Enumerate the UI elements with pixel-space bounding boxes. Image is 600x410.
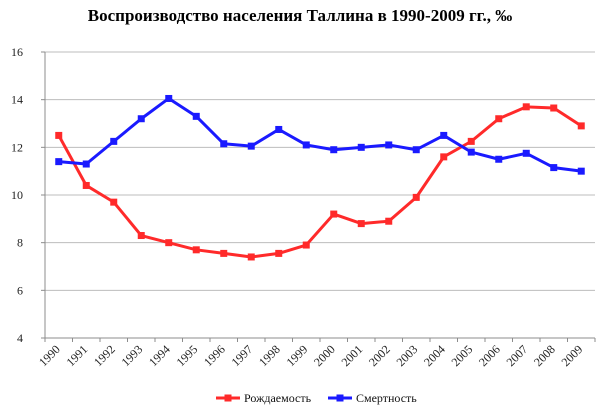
x-tick-label: 1991 — [64, 342, 91, 369]
legend-label: Смертность — [356, 391, 417, 405]
data-point — [137, 232, 145, 240]
data-point — [357, 143, 365, 151]
y-tick-label: 10 — [11, 188, 23, 202]
x-tick-label: 2005 — [449, 342, 476, 369]
y-tick-label: 6 — [17, 283, 23, 297]
series-line — [58, 96, 582, 173]
data-point — [385, 217, 393, 225]
data-point — [247, 253, 255, 261]
data-point — [357, 220, 365, 228]
x-tick-labels: 1990 1991 1992 1993 1994 1995 1996 1997 1998 1999… — [36, 342, 585, 369]
series-line — [57, 105, 583, 259]
data-point — [577, 167, 585, 175]
x-tick-label: 2001 — [339, 342, 366, 369]
x-tick-label: 1997 — [229, 342, 256, 369]
legend-marker — [224, 394, 232, 402]
data-point — [495, 155, 503, 163]
data-point — [192, 246, 200, 254]
x-tick-label: 2004 — [421, 342, 448, 369]
series-birth-rate — [55, 103, 585, 261]
data-point — [110, 137, 118, 145]
x-tick-label: 2002 — [366, 342, 393, 369]
x-tick-label: 2007 — [504, 342, 531, 369]
x-tick-label: 1996 — [201, 342, 228, 369]
y-tick-label: 12 — [11, 140, 23, 154]
data-point — [55, 158, 63, 166]
x-tick-label: 2000 — [311, 342, 338, 369]
axes — [41, 51, 596, 342]
data-point — [550, 164, 558, 172]
x-tick-label: 1998 — [256, 342, 283, 369]
x-tick-label: 2009 — [559, 342, 586, 369]
data-point — [522, 149, 530, 157]
data-point — [82, 181, 90, 189]
data-point — [550, 104, 558, 112]
data-point — [302, 141, 310, 149]
data-point — [220, 249, 228, 257]
y-tick-label: 8 — [17, 236, 23, 250]
data-point — [55, 131, 63, 139]
data-point — [467, 148, 475, 156]
data-point — [385, 141, 393, 149]
data-point — [412, 193, 420, 201]
data-point — [522, 103, 530, 111]
data-point — [192, 112, 200, 120]
legend-marker — [336, 394, 344, 402]
x-tick-label: 1994 — [146, 342, 173, 369]
grid-lines — [45, 51, 595, 291]
data-point — [440, 131, 448, 139]
x-tick-label: 1993 — [119, 342, 146, 369]
y-tick-labels: 4 6 8 10 12 14 16 — [11, 45, 23, 345]
chart-title: Воспроизводство населения Таллина в 1990… — [87, 6, 513, 25]
legend-label: Рождаемость — [244, 391, 312, 405]
x-tick-label: 1992 — [91, 342, 118, 369]
data-point — [137, 115, 145, 123]
y-tick-label: 14 — [11, 93, 23, 107]
x-tick-label: 1999 — [284, 342, 311, 369]
y-tick-label: 16 — [11, 45, 23, 59]
data-point — [275, 125, 283, 133]
series-death-rate — [55, 94, 585, 175]
y-tick-label: 4 — [17, 331, 23, 345]
data-point — [165, 239, 173, 247]
data-point — [495, 115, 503, 123]
data-point — [275, 249, 283, 257]
data-point — [330, 210, 338, 218]
data-point — [165, 94, 173, 102]
x-tick-label: 2003 — [394, 342, 421, 369]
data-point — [467, 137, 475, 145]
x-tick-label: 2006 — [476, 342, 503, 369]
data-point — [110, 198, 118, 206]
series-layer — [55, 94, 585, 261]
data-point — [220, 140, 228, 148]
data-point — [82, 160, 90, 168]
legend: Рождаемость Смертность — [216, 391, 417, 405]
data-point — [577, 122, 585, 130]
data-point — [330, 146, 338, 154]
data-point — [302, 241, 310, 249]
data-point — [440, 153, 448, 161]
data-point — [247, 142, 255, 150]
x-tick-label: 1995 — [174, 342, 201, 369]
x-tick-label: 2008 — [531, 342, 558, 369]
x-tick-label: 1990 — [36, 342, 63, 369]
data-point — [412, 146, 420, 154]
